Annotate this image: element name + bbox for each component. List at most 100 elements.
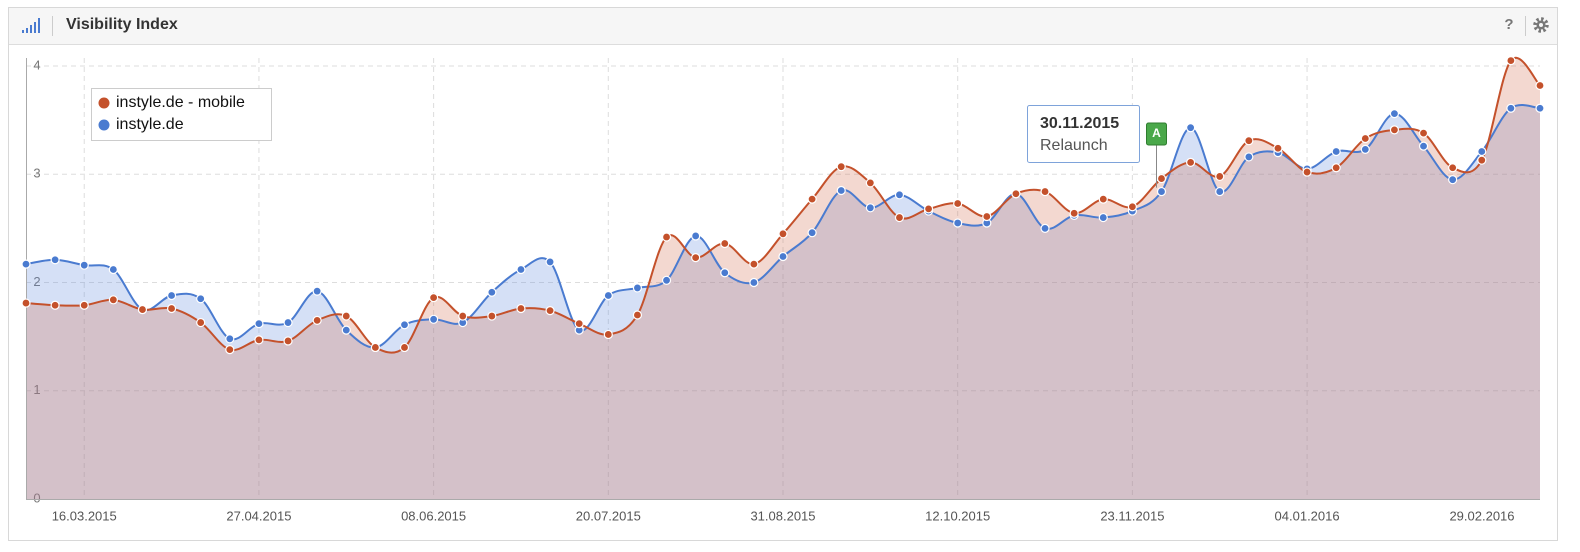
point: [50, 255, 60, 265]
point: [166, 290, 177, 301]
point: [1186, 157, 1196, 167]
annotation-marker: [1146, 122, 1167, 146]
legend-box: [91, 88, 272, 141]
point: [1215, 171, 1225, 182]
help-button[interactable]: ?: [1504, 16, 1513, 33]
point: [574, 319, 584, 329]
point: [312, 286, 322, 296]
point: [1273, 143, 1283, 153]
point: [1331, 146, 1341, 157]
point: [1011, 189, 1021, 199]
point: [865, 203, 875, 213]
area: [26, 105, 1540, 499]
x-tick-label: 16.03.2015: [52, 508, 117, 523]
annotation-text: Relaunch: [1040, 137, 1108, 154]
point: [953, 218, 963, 228]
point: [1040, 223, 1050, 233]
point: [836, 185, 846, 196]
header: [9, 8, 1557, 44]
point: [1535, 80, 1545, 91]
point: [749, 277, 759, 288]
point: [108, 264, 118, 275]
point: [661, 232, 672, 242]
point: [341, 311, 351, 321]
point: [865, 178, 875, 188]
x-tick-label: 27.04.2015: [226, 508, 291, 523]
point: [108, 295, 118, 305]
point: [1448, 175, 1458, 185]
point: [1156, 173, 1167, 184]
point: [1244, 136, 1254, 146]
point: [21, 259, 31, 269]
point: [1360, 144, 1370, 154]
point: [603, 290, 613, 301]
point: [196, 317, 206, 328]
y-tick-label: 0: [33, 490, 40, 505]
point: [807, 228, 817, 238]
y-tick-label: 1: [33, 382, 40, 397]
point: [1127, 202, 1137, 212]
point: [691, 231, 701, 241]
point: [1098, 212, 1108, 223]
x-tick-label: 12.10.2015: [925, 508, 990, 523]
x-tick-label: 31.08.2015: [750, 508, 815, 523]
point: [487, 287, 497, 297]
point: [429, 293, 439, 303]
point: [982, 211, 992, 222]
y-tick-label: 4: [33, 57, 40, 72]
point: [1477, 146, 1487, 157]
point: [1331, 163, 1341, 173]
point: [225, 334, 235, 344]
point: [1360, 133, 1370, 144]
point: [720, 238, 730, 249]
point: [749, 259, 759, 269]
point: [1477, 155, 1487, 165]
point: [312, 315, 322, 325]
point: [1506, 103, 1516, 113]
point: [283, 317, 293, 328]
point: [1535, 103, 1545, 113]
x-tick-label: 08.06.2015: [401, 508, 466, 523]
y-tick-label: 3: [33, 166, 40, 181]
point: [632, 283, 643, 293]
point: [807, 194, 817, 204]
x-tick-label: 29.02.2016: [1449, 508, 1514, 523]
point: [137, 304, 148, 315]
point: [79, 260, 89, 270]
point: [21, 298, 31, 308]
point: [1156, 186, 1167, 197]
header-icon: [22, 18, 40, 33]
point: [166, 303, 177, 314]
point: [1389, 109, 1400, 119]
point: [79, 300, 89, 310]
point: [1215, 186, 1225, 197]
point: [1186, 123, 1196, 133]
point: [545, 306, 555, 316]
point: [370, 342, 380, 353]
point: [894, 190, 905, 200]
point: [1069, 208, 1079, 218]
point: [1448, 163, 1458, 173]
point: [196, 294, 206, 304]
point: [603, 329, 613, 340]
point: [1244, 152, 1254, 162]
annotation-marker-label: A: [1152, 126, 1161, 140]
point: [1302, 167, 1312, 177]
settings-button[interactable]: [1533, 17, 1549, 33]
point: [225, 345, 235, 355]
point: [458, 311, 468, 321]
legend-marker: [98, 119, 110, 131]
point: [661, 275, 672, 285]
point: [1098, 194, 1108, 204]
point: [516, 303, 526, 314]
annotation-date: 30.11.2015: [1040, 115, 1119, 132]
x-tick-label: 04.01.2016: [1275, 508, 1340, 523]
point: [836, 162, 846, 172]
point: [1389, 125, 1400, 135]
point: [50, 300, 60, 310]
annotation-box: [1027, 105, 1140, 163]
point: [429, 314, 439, 324]
point: [487, 311, 497, 321]
